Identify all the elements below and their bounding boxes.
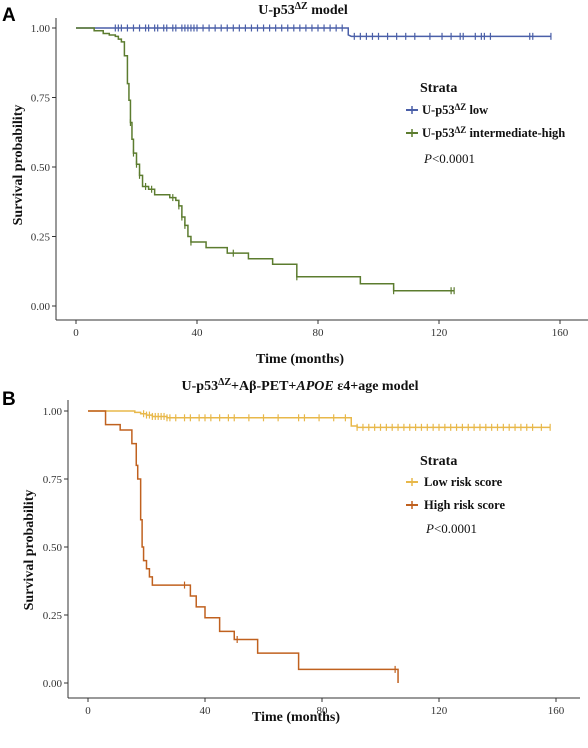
panel-a-pvalue: P<0.0001 bbox=[423, 151, 475, 166]
panel-b-legend-low: Low risk score bbox=[424, 475, 503, 489]
panel-a-legend: Strata U-p53ΔZ low U-p53ΔZ intermediate-… bbox=[406, 81, 565, 166]
panel-a-xlabel: Time (months) bbox=[256, 352, 344, 367]
panel-b-legend: Strata Low risk score High risk score P<… bbox=[406, 454, 505, 536]
panel-b-xlabel: Time (months) bbox=[252, 710, 340, 725]
panel-b-label: B bbox=[2, 389, 16, 410]
panel-b-legend-high: High risk score bbox=[424, 498, 505, 512]
panel-b-x-ticks: 0 40 80 120 160 bbox=[85, 698, 565, 717]
y-tick-label: 0.25 bbox=[43, 610, 63, 622]
panel-a-legend-key-high bbox=[406, 129, 418, 137]
panel-b-legend-title: Strata bbox=[420, 454, 457, 469]
x-tick-label: 80 bbox=[313, 327, 325, 339]
panel-a-legend-title: Strata bbox=[420, 81, 457, 96]
panel-b: B U-p53ΔZ+Aβ-PET+APOE ε4+age model Survi… bbox=[2, 377, 580, 725]
panel-b-curves bbox=[88, 410, 551, 683]
x-tick-label: 160 bbox=[548, 705, 565, 717]
survival-curve-high bbox=[88, 410, 399, 683]
x-tick-label: 0 bbox=[73, 327, 79, 339]
y-tick-label: 0.75 bbox=[43, 474, 63, 486]
panel-a: A U-p53ΔZ model Survival probability Tim… bbox=[2, 1, 588, 367]
panel-b-legend-key-low bbox=[406, 478, 418, 486]
panel-b-title: U-p53ΔZ+Aβ-PET+APOE ε4+age model bbox=[182, 377, 419, 394]
x-tick-label: 80 bbox=[317, 705, 329, 717]
panel-a-curves bbox=[76, 24, 552, 295]
panel-a-label: A bbox=[2, 5, 16, 26]
y-tick-label: 0.00 bbox=[43, 678, 63, 690]
survival-curve-high bbox=[76, 27, 455, 292]
panel-b-ylabel: Survival probability bbox=[22, 490, 37, 611]
panel-a-legend-high: U-p53ΔZ intermediate-high bbox=[422, 125, 565, 140]
panel-a-x-ticks: 0 40 80 120 160 bbox=[73, 320, 569, 339]
x-tick-label: 120 bbox=[431, 705, 448, 717]
y-tick-label: 0.25 bbox=[31, 232, 51, 244]
x-tick-label: 40 bbox=[192, 327, 204, 339]
y-tick-label: 0.75 bbox=[31, 93, 51, 105]
panel-a-title: U-p53ΔZ model bbox=[258, 1, 348, 18]
y-tick-label: 1.00 bbox=[31, 23, 51, 35]
y-tick-label: 0.50 bbox=[43, 542, 63, 554]
panel-a-y-ticks: 0.00 0.25 0.50 0.75 1.00 bbox=[31, 23, 56, 313]
y-tick-label: 0.50 bbox=[31, 162, 51, 174]
x-tick-label: 160 bbox=[552, 327, 569, 339]
x-tick-label: 0 bbox=[85, 705, 91, 717]
panel-a-ylabel: Survival probability bbox=[11, 105, 26, 226]
panel-b-legend-key-high bbox=[406, 501, 418, 509]
panel-a-legend-low: U-p53ΔZ low bbox=[422, 102, 488, 117]
survival-curve-low bbox=[76, 27, 551, 38]
panel-b-y-ticks: 0.00 0.25 0.50 0.75 1.00 bbox=[43, 406, 68, 690]
y-tick-label: 0.00 bbox=[31, 301, 51, 313]
x-tick-label: 120 bbox=[431, 327, 448, 339]
y-tick-label: 1.00 bbox=[43, 406, 63, 418]
x-tick-label: 40 bbox=[200, 705, 212, 717]
panel-a-legend-key-low bbox=[406, 106, 418, 114]
panel-b-pvalue: P<0.0001 bbox=[425, 521, 477, 536]
